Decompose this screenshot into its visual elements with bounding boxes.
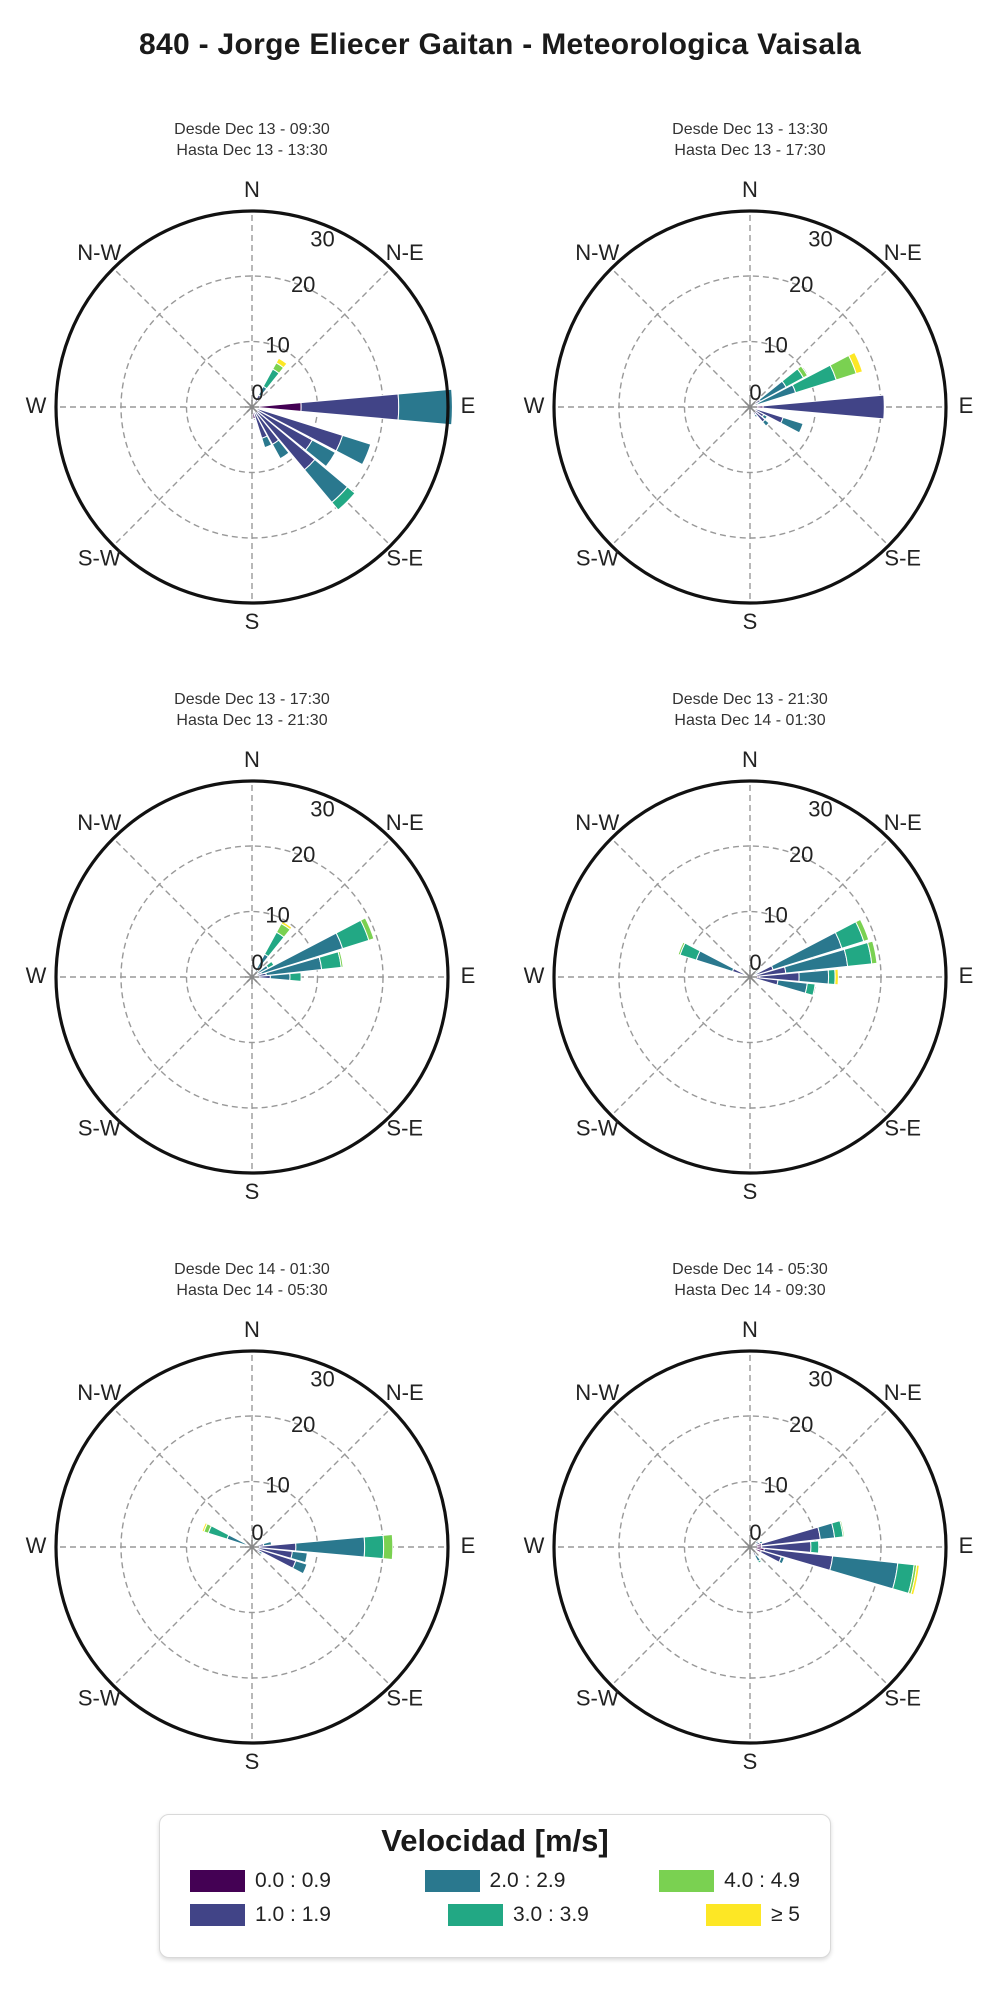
svg-text:N-E: N-E xyxy=(884,810,922,835)
svg-text:30: 30 xyxy=(310,797,334,822)
svg-text:S: S xyxy=(743,1749,758,1774)
svg-text:W: W xyxy=(524,393,545,418)
svg-text:N-E: N-E xyxy=(386,1380,424,1405)
svg-text:20: 20 xyxy=(789,272,813,297)
svg-text:N-W: N-W xyxy=(575,810,619,835)
svg-text:N-E: N-E xyxy=(386,240,424,265)
svg-text:N: N xyxy=(244,1317,260,1342)
svg-text:30: 30 xyxy=(310,227,334,252)
svg-text:S: S xyxy=(245,1179,260,1204)
svg-text:S-E: S-E xyxy=(386,546,423,571)
svg-text:E: E xyxy=(959,1533,974,1558)
svg-text:0: 0 xyxy=(251,1520,263,1545)
svg-text:0: 0 xyxy=(251,380,263,405)
svg-text:W: W xyxy=(524,1533,545,1558)
svg-text:30: 30 xyxy=(808,797,832,822)
svg-text:E: E xyxy=(461,963,476,988)
svg-text:N: N xyxy=(244,177,260,202)
svg-text:E: E xyxy=(959,963,974,988)
svg-text:N: N xyxy=(244,747,260,772)
svg-text:N: N xyxy=(742,747,758,772)
svg-text:S: S xyxy=(245,609,260,634)
svg-text:S-E: S-E xyxy=(884,546,921,571)
svg-text:N: N xyxy=(742,177,758,202)
svg-text:0: 0 xyxy=(749,950,761,975)
svg-text:10: 10 xyxy=(265,333,289,358)
svg-text:W: W xyxy=(524,963,545,988)
svg-text:10: 10 xyxy=(763,1473,787,1498)
svg-text:20: 20 xyxy=(291,272,315,297)
svg-text:30: 30 xyxy=(808,1367,832,1392)
svg-text:20: 20 xyxy=(291,842,315,867)
svg-text:20: 20 xyxy=(789,842,813,867)
svg-text:E: E xyxy=(959,393,974,418)
svg-text:10: 10 xyxy=(763,333,787,358)
svg-text:W: W xyxy=(26,963,47,988)
svg-text:S: S xyxy=(743,1179,758,1204)
svg-text:N-W: N-W xyxy=(77,240,121,265)
svg-text:S: S xyxy=(743,609,758,634)
svg-text:S: S xyxy=(245,1749,260,1774)
svg-text:10: 10 xyxy=(265,903,289,928)
svg-text:S-E: S-E xyxy=(884,1686,921,1711)
svg-text:30: 30 xyxy=(310,1367,334,1392)
svg-text:S-W: S-W xyxy=(576,1116,619,1141)
svg-text:S-E: S-E xyxy=(386,1116,423,1141)
svg-text:20: 20 xyxy=(789,1412,813,1437)
svg-text:N-E: N-E xyxy=(884,1380,922,1405)
svg-text:S-W: S-W xyxy=(576,1686,619,1711)
svg-text:20: 20 xyxy=(291,1412,315,1437)
svg-text:0: 0 xyxy=(251,950,263,975)
svg-text:W: W xyxy=(26,393,47,418)
svg-text:N-W: N-W xyxy=(575,240,619,265)
svg-text:0: 0 xyxy=(749,380,761,405)
svg-text:N: N xyxy=(742,1317,758,1342)
svg-text:10: 10 xyxy=(763,903,787,928)
svg-text:E: E xyxy=(461,393,476,418)
svg-text:E: E xyxy=(461,1533,476,1558)
svg-text:S-E: S-E xyxy=(386,1686,423,1711)
svg-text:S-W: S-W xyxy=(78,546,121,571)
svg-text:N-E: N-E xyxy=(386,810,424,835)
svg-text:S-W: S-W xyxy=(78,1686,121,1711)
svg-text:S-W: S-W xyxy=(78,1116,121,1141)
svg-text:30: 30 xyxy=(808,227,832,252)
svg-text:N-W: N-W xyxy=(77,1380,121,1405)
svg-text:W: W xyxy=(26,1533,47,1558)
svg-text:S-E: S-E xyxy=(884,1116,921,1141)
svg-text:S-W: S-W xyxy=(576,546,619,571)
svg-text:N-W: N-W xyxy=(575,1380,619,1405)
svg-text:N-W: N-W xyxy=(77,810,121,835)
svg-text:10: 10 xyxy=(265,1473,289,1498)
svg-text:N-E: N-E xyxy=(884,240,922,265)
svg-text:0: 0 xyxy=(749,1520,761,1545)
